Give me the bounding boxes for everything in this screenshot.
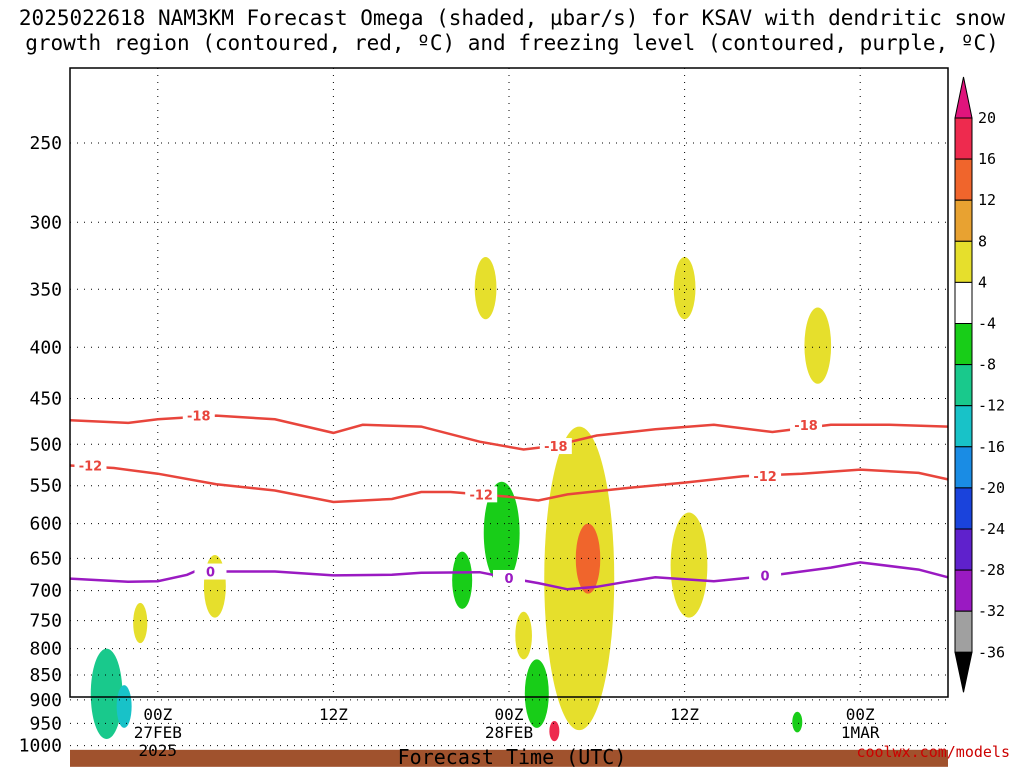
colorbar-label-20: 20 <box>978 109 996 127</box>
y-tick-label-400: 400 <box>29 337 62 358</box>
colorbar-segment-9 <box>954 487 973 530</box>
title-line-1: 2025022618 NAM3KM Forecast Omega (shaded… <box>18 6 1006 30</box>
colorbar-segment-8 <box>954 446 973 489</box>
y-tick-label-350: 350 <box>29 279 62 300</box>
credit-text: coolwx.com/models <box>856 743 1010 761</box>
y-tick-label-1000: 1000 <box>19 736 62 757</box>
x-tick-label-0-1: 27FEB <box>134 723 182 742</box>
omega-shaded-region-2 <box>483 481 520 585</box>
colorbar-label--8: -8 <box>978 356 996 374</box>
x-tick-label-0-0: 00Z <box>143 705 172 724</box>
y-tick-label-600: 600 <box>29 514 62 535</box>
x-tick-label-4-0: 00Z <box>846 705 875 724</box>
y-tick-label-900: 900 <box>29 690 62 711</box>
contour-label-bg-0-0 <box>182 407 215 424</box>
omega-shaded-region-12 <box>804 307 832 384</box>
title-line-2: growth region (contoured, red, ºC) and f… <box>25 31 999 55</box>
colorbar-label--12: -12 <box>978 397 1005 415</box>
y-tick-label-250: 250 <box>29 133 62 154</box>
colorbar-label--4: -4 <box>978 315 996 333</box>
contour-label-bg-2-1 <box>493 569 525 586</box>
y-tick-label-800: 800 <box>29 639 62 660</box>
colorbar-label-16: 16 <box>978 150 996 168</box>
colorbar-label--36: -36 <box>978 643 1005 661</box>
x-axis-title: Forecast Time (UTC) <box>397 745 627 769</box>
contour-label-bg-0-2 <box>790 416 823 433</box>
colorbar-segment-1 <box>954 158 973 201</box>
plot-frame <box>69 67 949 698</box>
y-tick-label-550: 550 <box>29 476 62 497</box>
contour-label--18-0: -18 <box>187 410 211 425</box>
contour-label-0-1: 0 <box>504 572 513 587</box>
x-tick-label-2-1: 28FEB <box>485 723 533 742</box>
colorbar-label--24: -24 <box>978 520 1005 538</box>
contour-label-bg-0-1 <box>539 438 572 455</box>
contour-label--18-2: -18 <box>794 419 818 434</box>
colorbar-segment-12 <box>954 610 973 653</box>
y-tick-label-500: 500 <box>29 434 62 455</box>
omega-shaded-region-13 <box>133 602 148 644</box>
chart-title: 2025022618 NAM3KM Forecast Omega (shaded… <box>0 6 1024 56</box>
colorbar-label--28: -28 <box>978 561 1005 579</box>
contour-label--12-1: -12 <box>469 488 493 503</box>
colorbar-segment-10 <box>954 528 973 571</box>
colorbar-segment-3 <box>954 240 973 283</box>
surface-ground-band <box>70 749 948 767</box>
colorbar-top-arrow <box>954 76 973 119</box>
colorbar-segment-2 <box>954 199 973 242</box>
contour-label--18-1: -18 <box>544 440 568 455</box>
omega-shaded-region-4 <box>524 659 549 728</box>
omega-shaded-region-9 <box>670 512 708 618</box>
colorbar-label-8: 8 <box>978 232 987 250</box>
colorbar-segment-0 <box>954 117 973 160</box>
colorbar-segment-7 <box>954 405 973 448</box>
contour-label-bg-2-2 <box>749 567 782 584</box>
y-tick-label-950: 950 <box>29 713 62 734</box>
omega-shaded-region-11 <box>673 257 696 320</box>
colorbar-label-12: 12 <box>978 191 996 209</box>
contour-label-bg-1-0 <box>74 457 107 474</box>
y-tick-label-850: 850 <box>29 665 62 686</box>
colorbar-label--20: -20 <box>978 479 1005 497</box>
y-tick-label-650: 650 <box>29 548 62 569</box>
y-tick-label-300: 300 <box>29 212 62 233</box>
x-tick-label-4-1: 1MAR <box>841 723 880 742</box>
colorbar-label--16: -16 <box>978 438 1005 456</box>
omega-shaded-region-0 <box>90 648 123 740</box>
contour-label--12-0: -12 <box>79 460 103 475</box>
x-tick-label-3-0: 12Z <box>670 705 699 724</box>
colorbar-segment-5 <box>954 323 973 366</box>
y-tick-label-700: 700 <box>29 581 62 602</box>
colorbar-bottom-arrow <box>954 651 973 693</box>
contour-label-bg-1-2 <box>749 468 782 485</box>
omega-shaded-region-5 <box>792 711 803 733</box>
contour-label-0-0: 0 <box>206 566 215 581</box>
omega-shaded-region-3 <box>452 551 473 609</box>
omega-shaded-region-15 <box>515 611 532 660</box>
x-tick-label-0-2: 2025 <box>139 741 178 760</box>
y-tick-label-750: 750 <box>29 611 62 632</box>
colorbar-label--32: -32 <box>978 602 1005 620</box>
contour-label-0-2: 0 <box>761 569 770 584</box>
omega-shaded-region-10 <box>474 257 497 320</box>
x-tick-label-1-0: 12Z <box>319 705 348 724</box>
colorbar-segment-11 <box>954 569 973 612</box>
colorbar-segment-6 <box>954 364 973 407</box>
contour-label--12-2: -12 <box>753 470 777 485</box>
y-tick-label-450: 450 <box>29 389 62 410</box>
contour-label-bg-1-1 <box>465 486 498 503</box>
colorbar-segment-4 <box>954 281 973 324</box>
x-tick-label-2-0: 00Z <box>495 705 524 724</box>
omega-shaded-region-8 <box>549 721 560 742</box>
colorbar-label-4: 4 <box>978 273 987 291</box>
omega-shaded-region-1 <box>116 685 132 728</box>
contour-label-bg-2-0 <box>194 563 227 580</box>
